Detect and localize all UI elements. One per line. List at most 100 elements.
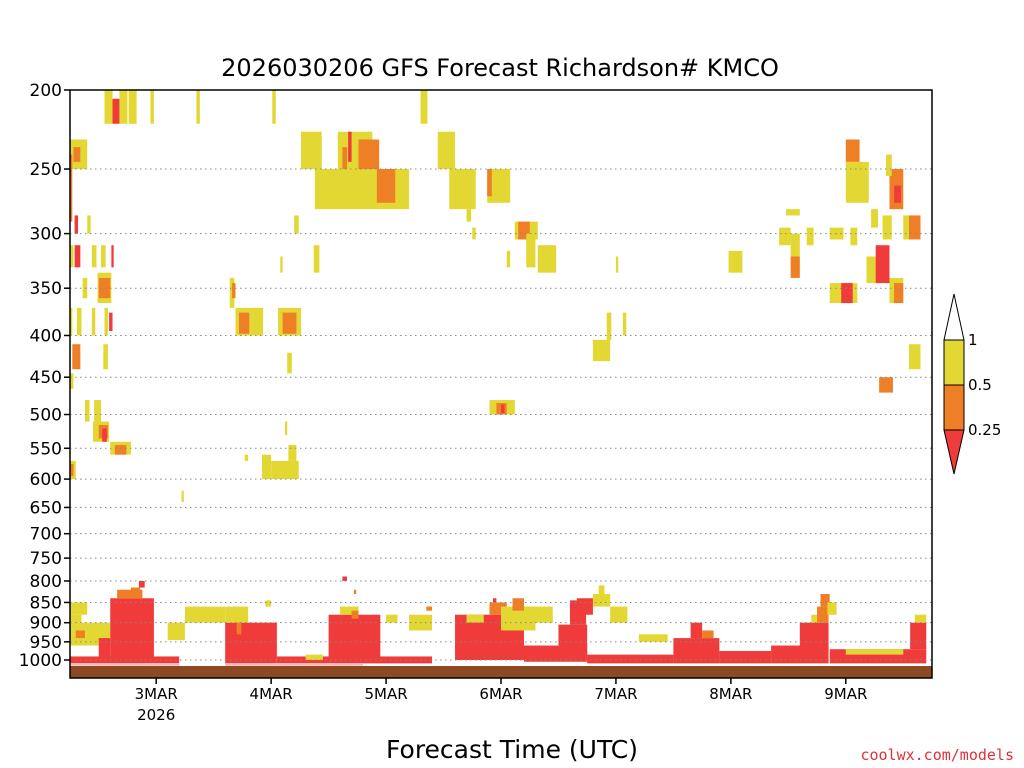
heatmap-cell (236, 622, 242, 635)
heatmap-cell (518, 221, 530, 240)
heatmap-cell (845, 139, 860, 162)
y-tick-label: 700 (30, 525, 62, 545)
heatmap-cell (301, 131, 322, 170)
heatmap-cell (558, 624, 588, 660)
y-tick-label: 250 (30, 160, 62, 180)
heatmap-cell (114, 445, 127, 455)
y-tick-label: 550 (30, 439, 62, 459)
heatmap-cell (871, 209, 878, 228)
heatmap-cell (109, 312, 113, 332)
heatmap-cell (719, 651, 772, 664)
heatmap-cell (592, 339, 611, 362)
heatmap-cell (894, 283, 904, 304)
heatmap-cell (101, 245, 106, 268)
y-tick-label: 300 (30, 225, 62, 245)
heatmap-cell (328, 614, 381, 664)
heatmap-cell (167, 622, 185, 640)
heatmap-cell (420, 90, 428, 124)
heatmap-cell (909, 215, 921, 240)
heatmap-cell (638, 634, 668, 642)
heatmap-cell (276, 656, 364, 666)
heatmap-cell (592, 594, 611, 607)
heatmap-cell (841, 283, 853, 304)
heatmap-cell (882, 215, 892, 240)
heatmap-cell (70, 614, 82, 623)
heatmap-cell (820, 594, 830, 607)
heatmap-cell (526, 233, 536, 268)
heatmap-cell (376, 169, 396, 203)
heatmap-cell (914, 614, 927, 623)
heatmap-cell (501, 404, 505, 414)
heatmap-cell (91, 307, 96, 336)
y-tick-label: 950 (30, 633, 62, 653)
heatmap-cell (358, 139, 380, 170)
heatmap-cell (466, 614, 484, 623)
heatmap-cell (84, 400, 90, 422)
heatmap-cell (70, 307, 73, 336)
color-legend: 1 0.5 0.25 (943, 293, 1001, 475)
heatmap-cell (150, 90, 154, 124)
heatmap-cell (91, 245, 97, 268)
heatmap-cell (909, 344, 921, 370)
heatmap-cell (294, 215, 299, 234)
heatmap-cell (790, 256, 800, 278)
heatmap-cell (487, 169, 492, 197)
x-tick-label: 5MAR (364, 685, 407, 703)
heatmap-cell (138, 580, 145, 588)
heatmap-cell (829, 227, 844, 240)
heatmap-cell (606, 312, 612, 340)
heatmap-cell (104, 307, 108, 336)
y-tick-label: 750 (30, 549, 62, 569)
heatmap-cell (845, 161, 869, 203)
heatmap-cell (70, 602, 88, 615)
heatmap-cell (288, 445, 297, 461)
heatmap-cell (70, 373, 74, 389)
heatmap-cell (615, 256, 619, 273)
heatmap-cell (806, 227, 814, 246)
heatmap-cell (284, 421, 288, 436)
credit-text[interactable]: coolwx.com/models (860, 746, 1014, 764)
heatmap-cell (271, 460, 299, 480)
heatmap-cell (353, 589, 357, 595)
heatmap-cell (894, 185, 901, 203)
heatmap-cell (492, 598, 497, 603)
heatmap-cell (610, 606, 628, 623)
heatmap-cell (98, 638, 111, 660)
heatmap-cell (537, 245, 557, 273)
y-tick-label: 850 (30, 593, 62, 613)
heatmap-cell (622, 312, 627, 336)
heatmap-cell (70, 154, 73, 222)
heatmap-cell (87, 634, 97, 642)
heatmap-cell (786, 209, 800, 216)
legend-swatch (943, 293, 965, 341)
heatmap-cell (779, 227, 791, 246)
heatmap-cell (70, 656, 180, 666)
heatmap-cell (87, 215, 91, 234)
chart-title: 2026030206 GFS Forecast Richardson# KMCO (221, 54, 779, 82)
x-axis: 3MAR 2026 4MAR 5MAR 6MAR 7MAR 8MAR 9MAR (135, 678, 867, 724)
heatmap-cell (94, 400, 102, 422)
heatmap-cell (845, 649, 904, 655)
legend-swatch (943, 339, 965, 386)
heatmap-cell (305, 654, 323, 660)
legend-swatch (943, 384, 965, 431)
heatmap-cell (587, 654, 674, 664)
y-tick-label: 200 (30, 81, 62, 101)
y-tick-label: 650 (30, 498, 62, 518)
heatmap-cell (110, 598, 154, 660)
heatmap-cell (449, 169, 476, 210)
heatmap-cell (76, 307, 82, 336)
x-tick-label: 8MAR (709, 685, 752, 703)
heatmap-cell (702, 630, 714, 639)
heatmap-cell (771, 645, 806, 664)
heatmap-cell (225, 622, 277, 666)
heatmap-cell (576, 598, 593, 615)
heatmap-cell (181, 490, 184, 502)
y-axis: 200 250 300 350 400 450 500 550 600 650 700 750 8008… (19, 81, 70, 671)
heatmap-cell (799, 622, 829, 664)
heatmap-cell (790, 233, 800, 257)
heatmap-cell (70, 245, 74, 268)
heatmap-cell (261, 454, 272, 480)
heatmap-cell (472, 227, 476, 240)
